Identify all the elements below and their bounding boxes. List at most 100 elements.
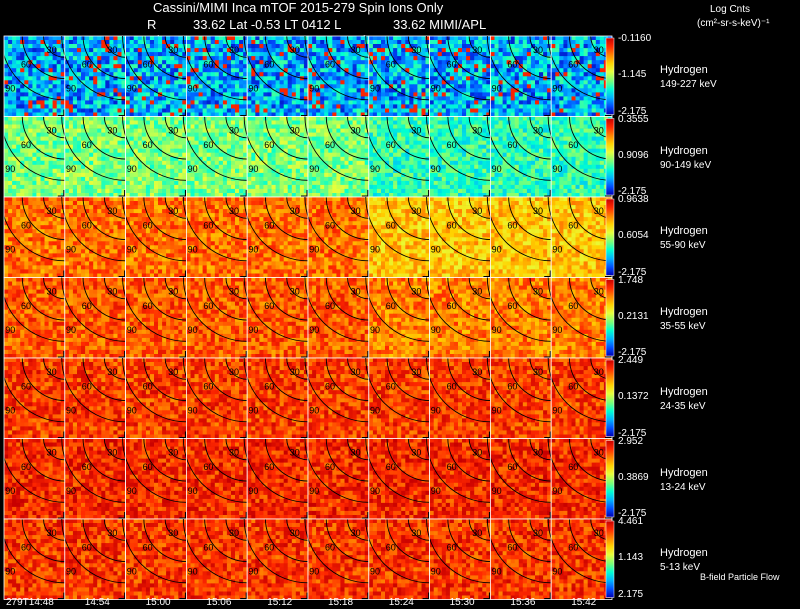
- heatmap-pixel: [295, 76, 301, 81]
- heatmap-pixel: [109, 40, 114, 45]
- heatmap-pixel: [36, 160, 41, 166]
- heatmap-pixel: [226, 156, 232, 162]
- heatmap-pixel: [348, 148, 353, 154]
- heatmap-pixel: [299, 144, 305, 150]
- heatmap-pixel: [178, 64, 183, 69]
- heatmap-pixel: [170, 52, 175, 57]
- heatmap-pixel: [56, 88, 62, 93]
- heatmap-pixel: [563, 96, 568, 101]
- heatmap-pixel: [158, 160, 163, 166]
- heatmap-pixel: [393, 36, 398, 41]
- heatmap-pixel: [214, 100, 220, 105]
- heatmap-pixel: [441, 36, 447, 41]
- heatmap-pixel: [206, 128, 212, 133]
- heatmap-pixel: [89, 160, 94, 166]
- heatmap-pixel: [206, 188, 212, 194]
- heatmap-pixel: [486, 72, 491, 77]
- heatmap-pixel: [194, 60, 199, 65]
- heatmap-pixel: [194, 152, 199, 158]
- heatmap-pixel: [48, 152, 54, 158]
- contour-line: [61, 116, 126, 181]
- heatmap-pixel: [206, 180, 212, 186]
- heatmap-pixel: [303, 68, 309, 73]
- heatmap-pixel: [308, 100, 313, 105]
- heatmap-pixel: [376, 68, 382, 73]
- heatmap-pixel: [72, 176, 78, 182]
- heatmap-pixel: [44, 108, 49, 113]
- heatmap-pixel: [271, 193, 276, 198]
- heatmap-pixel: [271, 136, 276, 141]
- heatmap-pixel: [129, 156, 135, 162]
- heatmap-pixel: [409, 108, 414, 113]
- heatmap-pixel: [194, 188, 199, 194]
- heatmap-pixel: [202, 112, 208, 117]
- heatmap-pixel: [28, 188, 33, 194]
- heatmap-pixel: [162, 112, 167, 117]
- heatmap-pixel: [222, 84, 228, 89]
- heatmap-pixel: [218, 120, 224, 125]
- heatmap-pixel: [44, 40, 49, 45]
- heatmap-pixel: [251, 104, 256, 109]
- heatmap-pixel: [279, 116, 285, 121]
- heatmap-pixel: [129, 104, 135, 109]
- heatmap-pixel: [186, 100, 191, 105]
- heatmap-pixel: [170, 112, 175, 117]
- heatmap-pixel: [105, 56, 110, 61]
- heatmap-pixel: [89, 108, 94, 113]
- heatmap-pixel: [89, 136, 94, 141]
- heatmap-pixel: [591, 40, 597, 45]
- heatmap-pixel: [486, 56, 491, 61]
- heatmap-pixel: [595, 84, 601, 89]
- heatmap-pixel: [56, 64, 62, 69]
- heatmap-pixel: [247, 48, 252, 53]
- heatmap-pixel: [530, 40, 536, 45]
- heatmap-pixel: [259, 68, 264, 73]
- heatmap-pixel: [522, 72, 528, 77]
- heatmap-pixel: [166, 136, 171, 141]
- heatmap-pixel: [24, 176, 29, 182]
- heatmap-pixel: [56, 112, 62, 117]
- heatmap-pixel: [259, 124, 264, 129]
- heatmap-pixel: [56, 152, 62, 158]
- heatmap-pixel: [458, 60, 463, 65]
- heatmap-pixel: [324, 48, 329, 53]
- heatmap-pixel: [170, 60, 175, 65]
- heatmap-pixel: [417, 72, 422, 77]
- heatmap-pixel: [158, 144, 163, 150]
- heatmap-pixel: [299, 100, 305, 105]
- heatmap-pixel: [332, 132, 337, 137]
- heatmap-pixel: [218, 108, 224, 113]
- heatmap-pixel: [579, 56, 585, 61]
- heatmap-pixel: [40, 104, 45, 109]
- heatmap-pixel: [68, 180, 74, 186]
- heatmap-pixel: [145, 116, 151, 121]
- heatmap-pixel: [133, 176, 139, 182]
- heatmap-pixel: [299, 36, 305, 41]
- heatmap-pixel: [166, 132, 171, 137]
- heatmap-pixel: [166, 56, 171, 61]
- heatmap-pixel: [441, 76, 447, 81]
- heatmap-pixel: [437, 44, 443, 49]
- heatmap-pixel: [162, 156, 167, 162]
- heatmap-pixel: [190, 92, 195, 97]
- heatmap-pixel: [530, 52, 536, 57]
- heatmap-pixel: [510, 88, 516, 93]
- heatmap-pixel: [235, 124, 240, 129]
- heatmap-pixel: [255, 104, 260, 109]
- heatmap-pixel: [121, 60, 126, 65]
- heatmap-pixel: [466, 56, 471, 61]
- heatmap-pixel: [271, 92, 276, 97]
- heatmap-pixel: [360, 52, 366, 57]
- heatmap-pixel: [64, 120, 70, 125]
- heatmap-pixel: [198, 124, 204, 129]
- heatmap-pixel: [77, 36, 82, 41]
- contour-label: 60: [507, 59, 517, 69]
- heatmap-pixel: [32, 40, 37, 45]
- heatmap-pixel: [40, 68, 45, 73]
- heatmap-pixel: [332, 160, 337, 166]
- heatmap-pixel: [458, 108, 463, 113]
- heatmap-pixel: [243, 176, 248, 182]
- heatmap-pixel: [316, 144, 321, 150]
- heatmap-pixel: [222, 136, 228, 141]
- heatmap-pixel: [48, 48, 54, 53]
